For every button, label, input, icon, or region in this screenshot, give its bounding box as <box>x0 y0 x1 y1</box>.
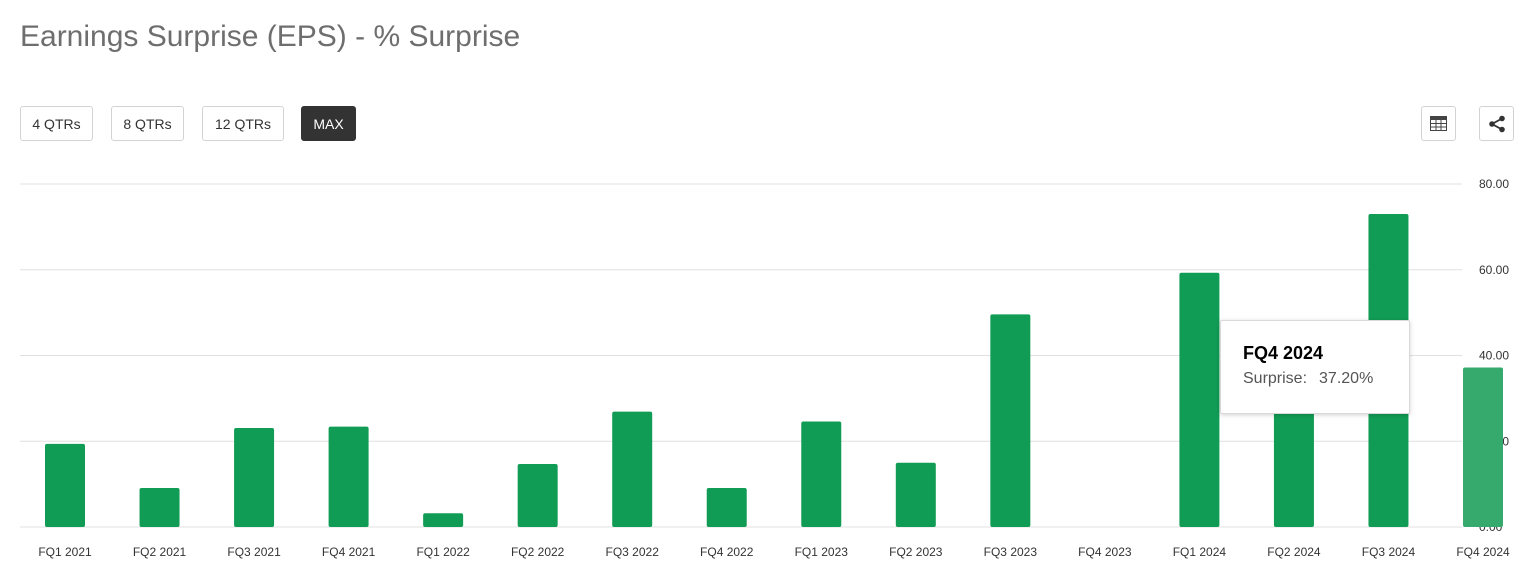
bar-fq3-2022[interactable] <box>612 411 653 527</box>
x-tick-label: FQ4 2024 <box>1456 545 1510 559</box>
bar-fq2-2023[interactable] <box>895 462 936 527</box>
bar-fq4-2024[interactable] <box>1463 367 1503 527</box>
x-tick-label: FQ3 2024 <box>1362 545 1416 559</box>
bar-fq2-2024[interactable] <box>1273 401 1314 527</box>
tooltip-label: Surprise: <box>1243 370 1308 387</box>
x-tick-label: FQ4 2021 <box>322 545 376 559</box>
tooltip-title: FQ4 2024 <box>1243 343 1324 363</box>
bar-fq2-2022[interactable] <box>517 463 558 527</box>
y-tick-label: 40.00 <box>1479 349 1509 363</box>
range-12-qtrs-button[interactable]: 12 QTRs <box>202 106 284 141</box>
bar-fq3-2023[interactable] <box>990 314 1031 527</box>
bar-fq4-2021[interactable] <box>328 426 369 527</box>
bar-fq1-2023[interactable] <box>801 421 842 527</box>
table-icon <box>1430 116 1447 131</box>
tooltip-value: 37.20% <box>1319 370 1374 387</box>
range-8-qtrs-button[interactable]: 8 QTRs <box>111 106 184 141</box>
x-tick-label: FQ2 2024 <box>1267 545 1321 559</box>
share-button[interactable] <box>1479 106 1514 141</box>
chart-tooltip: FQ4 2024 Surprise: 37.20% <box>1220 320 1410 414</box>
range-max-button[interactable]: MAX <box>301 106 356 141</box>
page-title: Earnings Surprise (EPS) - % Surprise <box>20 20 521 53</box>
x-tick-label: FQ3 2023 <box>984 545 1038 559</box>
bar-fq1-2021[interactable] <box>45 443 85 527</box>
bar-fq1-2024[interactable] <box>1179 272 1220 527</box>
table-view-button[interactable] <box>1421 106 1456 141</box>
bar-fq4-2022[interactable] <box>706 487 747 527</box>
bar-fq2-2021[interactable] <box>139 487 180 527</box>
tooltip-row: Surprise: 37.20% <box>1243 370 1409 388</box>
x-tick-label: FQ2 2021 <box>133 545 187 559</box>
x-tick-label: FQ1 2024 <box>1173 545 1227 559</box>
x-tick-label: FQ3 2022 <box>606 545 660 559</box>
bar-fq1-2022[interactable] <box>423 513 464 527</box>
range-4-qtrs-button[interactable]: 4 QTRs <box>20 106 93 141</box>
y-tick-label: 60.00 <box>1479 263 1509 277</box>
y-tick-label: 80.00 <box>1479 177 1509 191</box>
x-tick-label: FQ1 2023 <box>795 545 849 559</box>
share-icon <box>1488 115 1506 133</box>
bar-fq3-2021[interactable] <box>234 427 275 527</box>
x-tick-label: FQ1 2021 <box>38 545 92 559</box>
x-tick-label: FQ2 2022 <box>511 545 565 559</box>
x-tick-label: FQ1 2022 <box>416 545 470 559</box>
x-tick-label: FQ3 2021 <box>227 545 281 559</box>
x-tick-label: FQ2 2023 <box>889 545 943 559</box>
x-tick-label: FQ4 2022 <box>700 545 754 559</box>
x-tick-label: FQ4 2023 <box>1078 545 1132 559</box>
